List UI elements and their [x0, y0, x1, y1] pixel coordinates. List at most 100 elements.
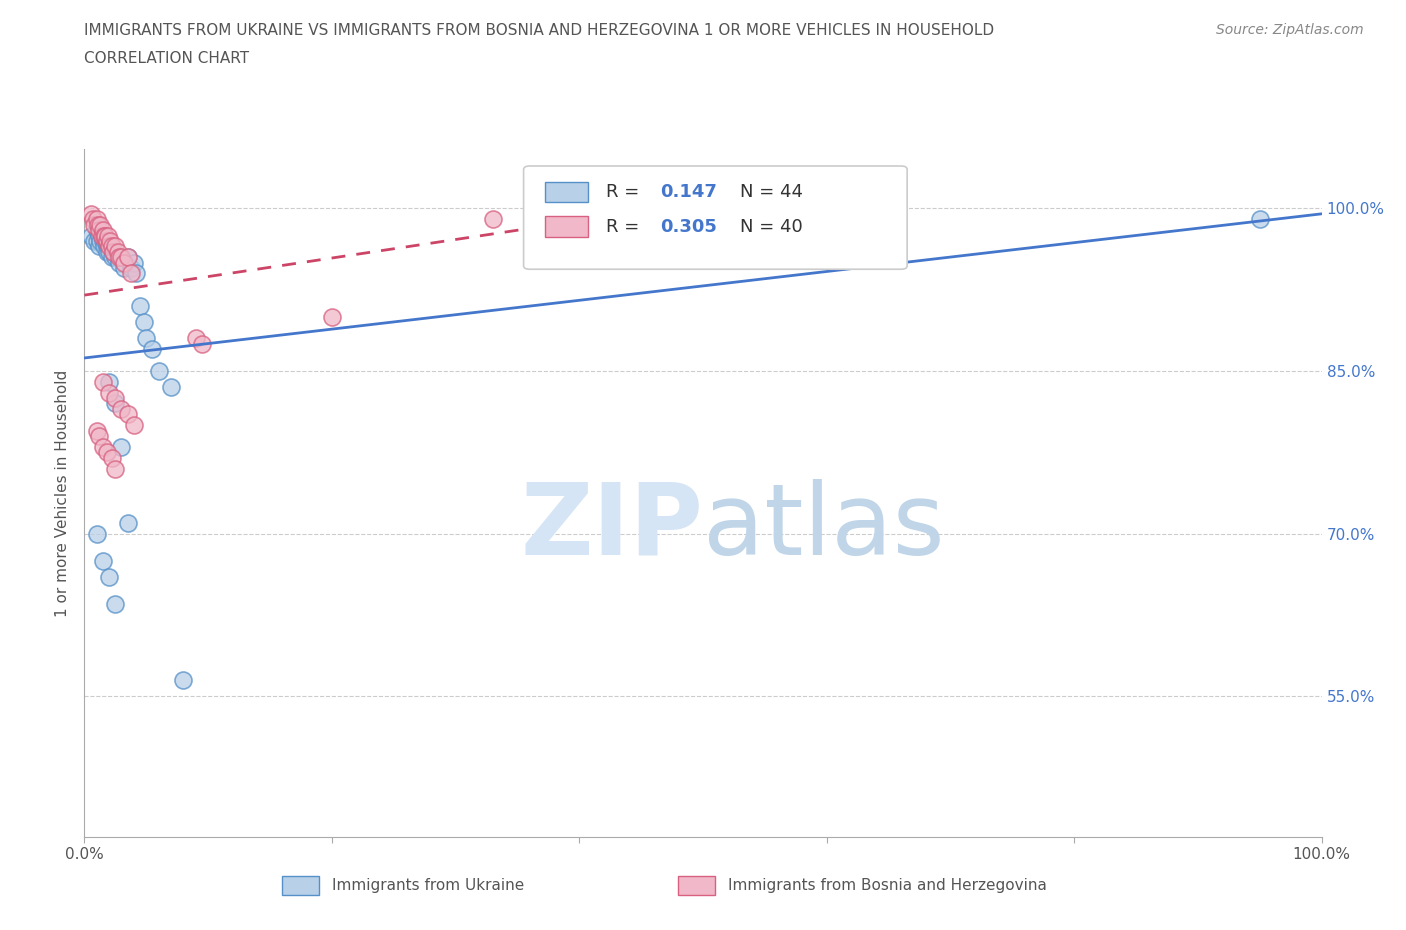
Point	[89, 222, 111, 237]
Point	[120, 266, 142, 281]
Point	[108, 250, 131, 265]
Point	[93, 239, 115, 254]
Point	[135, 331, 157, 346]
Point	[141, 342, 163, 357]
Point	[104, 596, 127, 611]
Text: Immigrants from Bosnia and Herzegovina: Immigrants from Bosnia and Herzegovina	[728, 878, 1046, 894]
Point	[98, 239, 121, 254]
Point	[117, 250, 139, 265]
Text: CORRELATION CHART: CORRELATION CHART	[84, 51, 249, 66]
Point	[96, 233, 118, 248]
Point	[96, 239, 118, 254]
Point	[110, 250, 132, 265]
Text: R =: R =	[606, 183, 645, 201]
Point	[125, 266, 148, 281]
Point	[91, 222, 114, 237]
Point	[112, 255, 135, 270]
Point	[86, 423, 108, 438]
Point	[107, 250, 129, 265]
Point	[91, 375, 114, 390]
Text: atlas: atlas	[703, 479, 945, 576]
Point	[94, 233, 117, 248]
Point	[91, 439, 114, 454]
Point	[96, 445, 118, 459]
Point	[172, 672, 194, 687]
Point	[93, 228, 115, 243]
Point	[90, 228, 112, 243]
Point	[481, 212, 503, 227]
Point	[110, 250, 132, 265]
Text: 0.147: 0.147	[659, 183, 717, 201]
Text: R =: R =	[606, 218, 645, 235]
Point	[104, 391, 127, 405]
Text: IMMIGRANTS FROM UKRAINE VS IMMIGRANTS FROM BOSNIA AND HERZEGOVINA 1 OR MORE VEHI: IMMIGRANTS FROM UKRAINE VS IMMIGRANTS FR…	[84, 23, 994, 38]
Point	[100, 450, 122, 465]
Point	[89, 239, 111, 254]
Point	[132, 314, 155, 329]
Text: N = 44: N = 44	[740, 183, 803, 201]
Point	[91, 228, 114, 243]
Point	[110, 402, 132, 417]
Point	[108, 255, 131, 270]
Point	[107, 245, 129, 259]
FancyBboxPatch shape	[523, 166, 907, 270]
Point	[1249, 212, 1271, 227]
Point	[83, 218, 105, 232]
Point	[117, 250, 139, 265]
Point	[104, 239, 127, 254]
Point	[86, 233, 108, 248]
Point	[82, 212, 104, 227]
Point	[98, 245, 121, 259]
Point	[98, 569, 121, 584]
Point	[148, 364, 170, 379]
Point	[117, 515, 139, 530]
Point	[98, 375, 121, 390]
Point	[98, 239, 121, 254]
Point	[100, 239, 122, 254]
Point	[94, 228, 117, 243]
Point	[96, 245, 118, 259]
Point	[104, 250, 127, 265]
Y-axis label: 1 or more Vehicles in Household: 1 or more Vehicles in Household	[55, 369, 70, 617]
Point	[89, 228, 111, 243]
Point	[122, 255, 145, 270]
Point	[101, 245, 124, 259]
Point	[104, 461, 127, 476]
Point	[91, 553, 114, 568]
Text: Immigrants from Ukraine: Immigrants from Ukraine	[332, 878, 524, 894]
FancyBboxPatch shape	[283, 876, 319, 896]
Point	[112, 260, 135, 275]
Point	[97, 228, 120, 243]
FancyBboxPatch shape	[678, 876, 716, 896]
Point	[191, 337, 214, 352]
FancyBboxPatch shape	[544, 217, 588, 237]
Point	[97, 239, 120, 254]
Point	[89, 429, 111, 444]
Text: N = 40: N = 40	[740, 218, 803, 235]
Point	[86, 222, 108, 237]
Point	[122, 418, 145, 432]
Point	[79, 228, 101, 243]
Point	[101, 245, 124, 259]
Point	[117, 407, 139, 422]
Point	[91, 233, 114, 248]
Point	[184, 331, 207, 346]
Point	[160, 379, 183, 394]
Point	[129, 299, 152, 313]
Point	[90, 228, 112, 243]
Point	[79, 206, 101, 221]
Point	[98, 233, 121, 248]
Point	[86, 526, 108, 541]
Point	[83, 233, 105, 248]
Point	[89, 233, 111, 248]
Point	[321, 310, 343, 325]
Point	[87, 218, 110, 232]
Point	[86, 212, 108, 227]
Point	[120, 260, 142, 275]
Text: 0.305: 0.305	[659, 218, 717, 235]
Point	[104, 396, 127, 411]
Point	[89, 218, 111, 232]
Text: Source: ZipAtlas.com: Source: ZipAtlas.com	[1216, 23, 1364, 37]
Point	[110, 439, 132, 454]
FancyBboxPatch shape	[544, 182, 588, 203]
